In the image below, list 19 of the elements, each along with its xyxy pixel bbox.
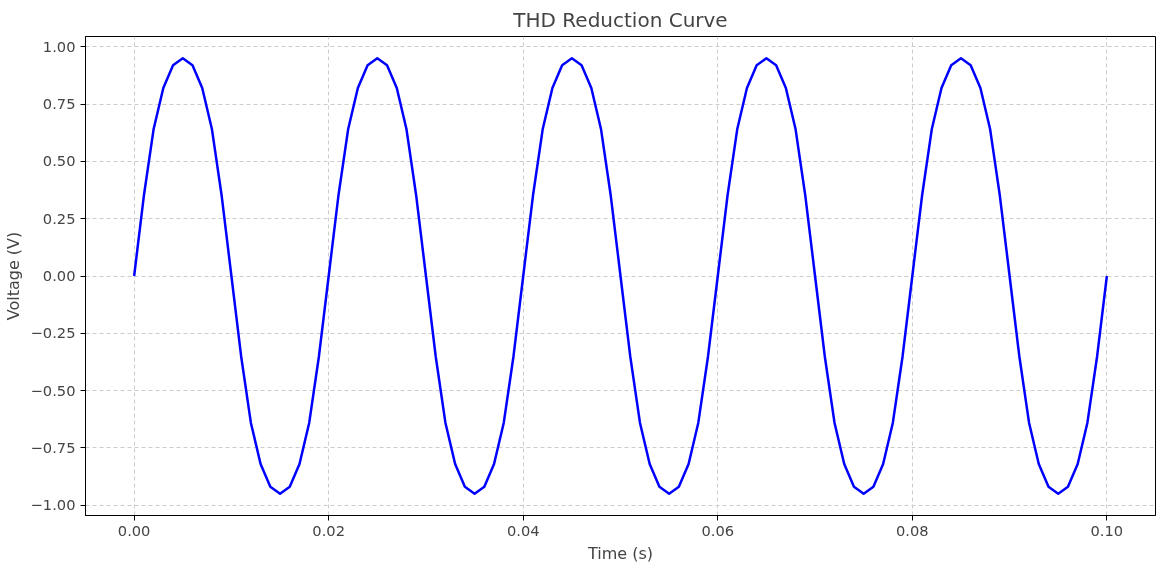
y-tick-label: −0.50 [30,381,76,399]
y-tick-label: 0.00 [42,267,76,284]
y-tick-label: 0.50 [42,152,76,170]
y-tick-label: −0.75 [30,438,76,456]
y-tick-label: 1.00 [42,37,76,55]
x-axis-title: Time (s) [586,543,654,563]
x-tick-label: 0.08 [896,521,929,539]
x-tick-label: 0.10 [1090,521,1124,539]
x-tick-label: 0.06 [701,521,735,539]
y-tick-label: 0.25 [42,209,76,227]
line-series [132,57,1109,495]
y-tick-label: −1.00 [30,496,76,514]
chart-title: THD Reduction Curve [512,7,728,32]
y-axis-title: Voltage (V) [3,231,23,321]
y-tick-label: −0.25 [30,324,76,342]
x-tick-label: 0.02 [312,521,346,539]
x-tick-label: 0.00 [117,521,151,539]
y-tick-label: 0.75 [42,95,76,113]
x-tick-label: 0.04 [506,521,540,539]
